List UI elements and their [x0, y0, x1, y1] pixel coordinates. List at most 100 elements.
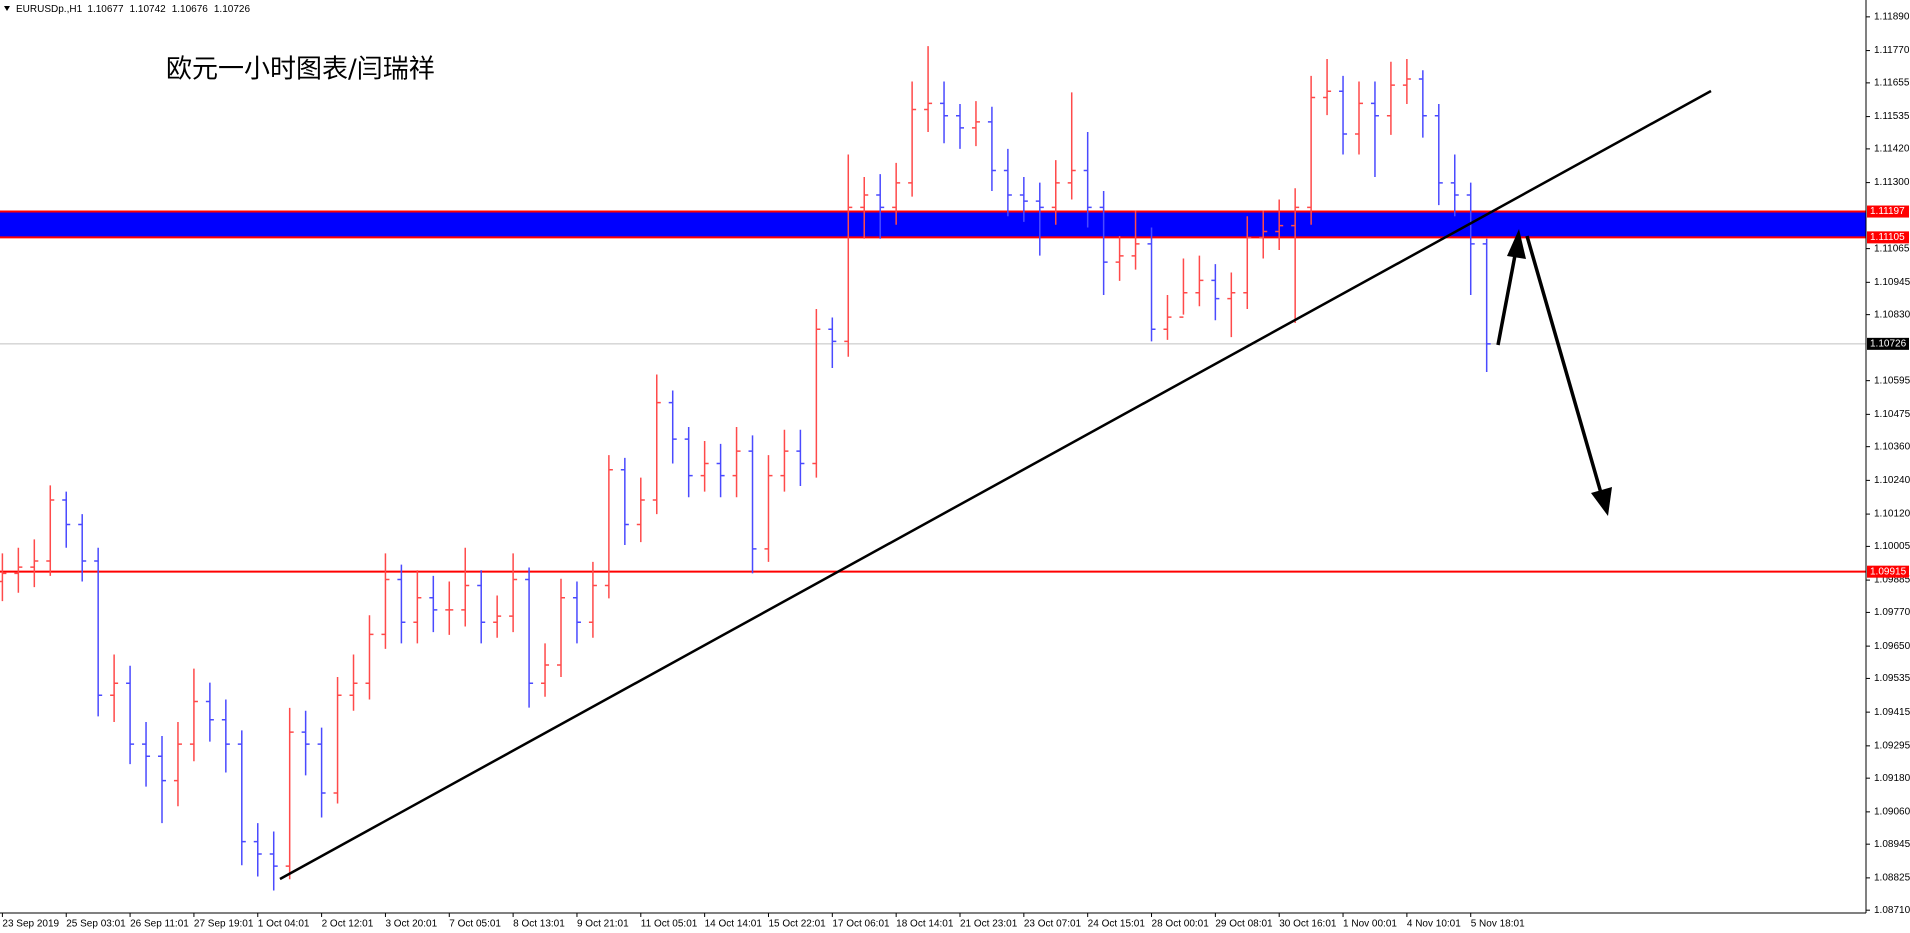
x-tick-label: 30 Oct 16:01 [1279, 919, 1337, 930]
ohlc-bar [221, 699, 230, 773]
ohlc-bar [413, 570, 422, 644]
ohlc-bar [1386, 61, 1395, 135]
y-tick-label: 1.09535 [1874, 673, 1910, 684]
x-tick-label: 1 Nov 00:01 [1343, 919, 1397, 930]
y-tick-label: 1.10360 [1874, 441, 1910, 452]
ohlc-bar [1099, 191, 1108, 295]
ohlc-bar [30, 539, 39, 588]
ohlc-bar [812, 309, 821, 478]
header-value: 1.10726 [214, 4, 251, 15]
ohlc-bar [557, 578, 565, 678]
ohlc-bar [46, 485, 55, 576]
price-tag-label: 1.11197 [1870, 206, 1905, 217]
y-tick-label: 1.10475 [1874, 409, 1910, 420]
y-tick-label: 1.11300 [1874, 177, 1910, 188]
ohlc-bar [349, 654, 358, 711]
y-tick-label: 1.09770 [1874, 607, 1910, 618]
annotations [279, 89, 1712, 881]
ohlc-bar [237, 730, 246, 866]
x-tick-label: 11 Oct 05:01 [641, 919, 698, 930]
y-tick-label: 1.11770 [1874, 45, 1910, 56]
ohlc-bar [700, 441, 709, 492]
ohlc-bar [1418, 70, 1427, 138]
header-value: 1.10677 [87, 4, 124, 15]
bars [0, 46, 1491, 891]
x-tick-label: 27 Sep 19:01 [194, 919, 254, 930]
ohlc-bar [62, 491, 71, 548]
ohlc-bar [189, 668, 198, 762]
y-tick-label: 1.08945 [1874, 839, 1910, 850]
arrow-up-head [1507, 229, 1526, 259]
ohlc-bar [668, 390, 677, 464]
ohlc-bar [317, 727, 326, 818]
x-tick-label: 8 Oct 13:01 [513, 919, 565, 930]
y-tick-label: 1.09295 [1874, 740, 1910, 751]
ohlc-bar [652, 374, 661, 515]
price-tag [1867, 337, 1909, 350]
ohlc-bar [397, 564, 406, 644]
x-tick-label: 17 Oct 06:01 [832, 919, 890, 930]
ohlc-bar [78, 514, 87, 582]
y-tick-label: 1.10945 [1874, 277, 1910, 288]
header: EURUSDp.,H1 1.10677 1.10742 1.10676 1.10726 [16, 4, 250, 15]
ohlc-bar [509, 553, 518, 633]
ohlc-bar [285, 707, 294, 880]
ohlc-bar [461, 547, 470, 627]
y-tick-label: 1.10005 [1874, 541, 1910, 552]
x-tick-label: 9 Oct 21:01 [577, 919, 629, 930]
ohlc-bar [1339, 75, 1348, 155]
ohlc-bar [572, 581, 581, 644]
ohlc-bar [1402, 58, 1411, 104]
ohlc-bar [892, 162, 901, 225]
ohlc-bar [764, 455, 773, 562]
ohlc-bar [796, 429, 805, 486]
ohlc-bar [636, 477, 645, 543]
x-tick-label: 7 Oct 05:01 [449, 919, 501, 930]
ohlc-bar [604, 455, 613, 599]
ohlc-bar [588, 561, 597, 638]
y-tick-label: 1.10595 [1874, 375, 1910, 386]
chart-title: 欧元一小时图表/闫瑞祥 [166, 55, 435, 85]
arrow-down-shaft [1525, 235, 1603, 494]
header-value: 1.10676 [172, 4, 209, 15]
price-tag [1867, 231, 1909, 244]
menu-triangle[interactable] [4, 6, 10, 11]
ohlc-bar [541, 643, 550, 697]
header-value: 1.10742 [130, 4, 167, 15]
ohlc-bar [956, 103, 964, 149]
axis-labels: 1.11890 1.11770 1.11655 1.11535 1.11420 1.113… [1, 11, 1910, 930]
ohlc-bar [876, 174, 885, 239]
ohlc-bar [94, 547, 103, 717]
y-tick-label: 1.08710 [1874, 905, 1910, 916]
y-tick-label: 1.11420 [1874, 144, 1910, 155]
ohlc-bar [1067, 92, 1076, 200]
ohlc-bar [1051, 160, 1060, 225]
x-tick-label: 4 Nov 10:01 [1407, 919, 1461, 930]
ohlc-bar [173, 721, 182, 807]
ohlc-bar [1243, 216, 1252, 310]
x-tick-label: 18 Oct 14:01 [896, 919, 954, 930]
x-tick-label: 14 Oct 14:01 [705, 919, 763, 930]
y-tick-label: 1.09650 [1874, 641, 1910, 652]
ohlc-bar [142, 721, 151, 787]
x-tick-label: 28 Oct 00:01 [1152, 919, 1210, 930]
ohlc-bar [684, 427, 693, 498]
ohlc-bar [1482, 238, 1491, 372]
ohlc-bar [780, 429, 789, 492]
ohlc-bar [716, 443, 725, 498]
ohlc-bar [110, 654, 119, 722]
y-tick-label: 1.09415 [1874, 707, 1910, 718]
price-tag [1867, 205, 1909, 218]
ohlc-bar [1355, 81, 1363, 155]
y-tick-label: 1.09060 [1874, 807, 1910, 818]
ohlc-bar [429, 575, 438, 633]
ohlc-bar [0, 553, 7, 602]
x-tick-label: 29 Oct 08:01 [1215, 919, 1273, 930]
ohlc-bar [748, 435, 757, 574]
y-tick-label: 1.11065 [1874, 243, 1910, 254]
y-tick-label: 1.11890 [1874, 11, 1910, 22]
zone-band [0, 211, 1866, 238]
x-tick-label: 25 Sep 03:01 [66, 919, 126, 930]
x-tick-label: 2 Oct 12:01 [322, 919, 374, 930]
